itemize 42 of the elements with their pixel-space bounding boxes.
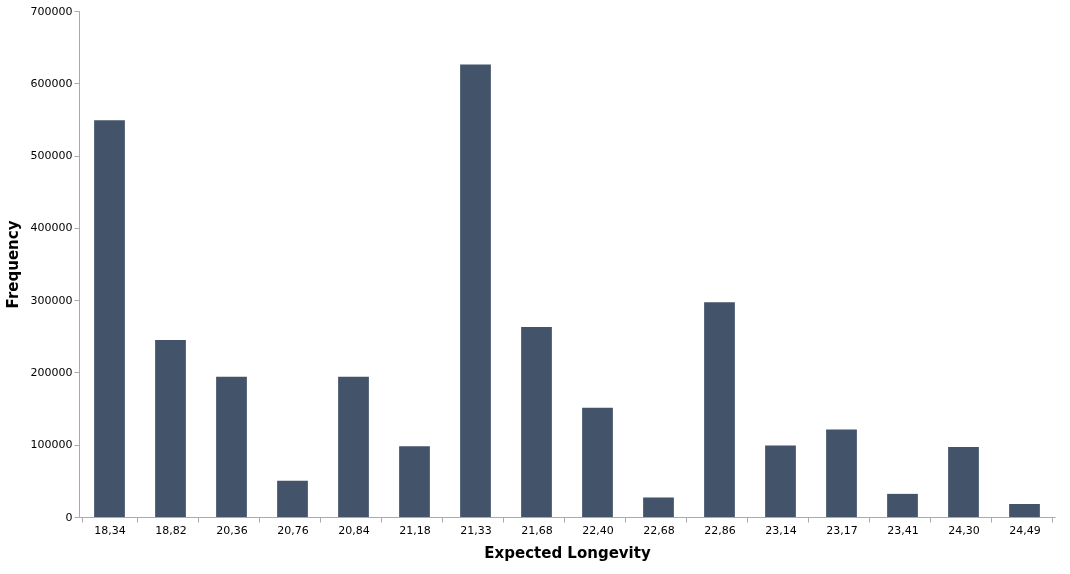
x-tick-label: 23,41 xyxy=(887,523,919,537)
bar xyxy=(826,429,857,517)
bar xyxy=(1009,503,1040,517)
y-tick-label: 500000 xyxy=(30,149,73,163)
bar xyxy=(216,376,247,517)
bar xyxy=(704,302,735,517)
bar xyxy=(521,326,552,517)
x-tick-label: 21,18 xyxy=(399,523,431,537)
bar xyxy=(582,407,613,517)
x-tick-label: 22,86 xyxy=(704,523,736,537)
bar xyxy=(887,493,918,517)
x-tick-label: 20,76 xyxy=(277,523,309,537)
x-tick-label: 18,82 xyxy=(155,523,187,537)
x-tick-label: 23,17 xyxy=(826,523,858,537)
x-tick-label: 22,40 xyxy=(582,523,614,537)
bar xyxy=(338,376,369,517)
bar xyxy=(399,446,430,517)
bar xyxy=(948,446,979,517)
bar xyxy=(94,120,125,517)
x-tick-label: 22,68 xyxy=(643,523,675,537)
y-tick-label: 0 xyxy=(65,510,73,524)
y-tick-label: 100000 xyxy=(30,438,73,452)
y-tick-label: 200000 xyxy=(30,365,73,379)
bar xyxy=(643,497,674,517)
x-tick-label: 23,14 xyxy=(765,523,797,537)
x-tick-label: 24,30 xyxy=(948,523,980,537)
x-tick-label: 20,36 xyxy=(216,523,248,537)
y-axis-title: Frequency xyxy=(3,220,22,309)
x-tick-label: 21,68 xyxy=(521,523,553,537)
x-tick-label: 21,33 xyxy=(460,523,492,537)
x-tick-label: 20,84 xyxy=(338,523,370,537)
bar xyxy=(460,64,491,517)
x-axis-title: Expected Longevity xyxy=(484,543,651,562)
bar xyxy=(765,445,796,517)
bar xyxy=(277,480,308,517)
y-tick-label: 400000 xyxy=(30,221,73,235)
x-tick-label: 24,49 xyxy=(1009,523,1041,537)
bar xyxy=(155,339,186,517)
y-tick-label: 300000 xyxy=(30,293,73,307)
x-tick-label: 18,34 xyxy=(94,523,126,537)
y-tick-label: 700000 xyxy=(30,4,73,18)
y-tick-label: 600000 xyxy=(30,76,73,90)
